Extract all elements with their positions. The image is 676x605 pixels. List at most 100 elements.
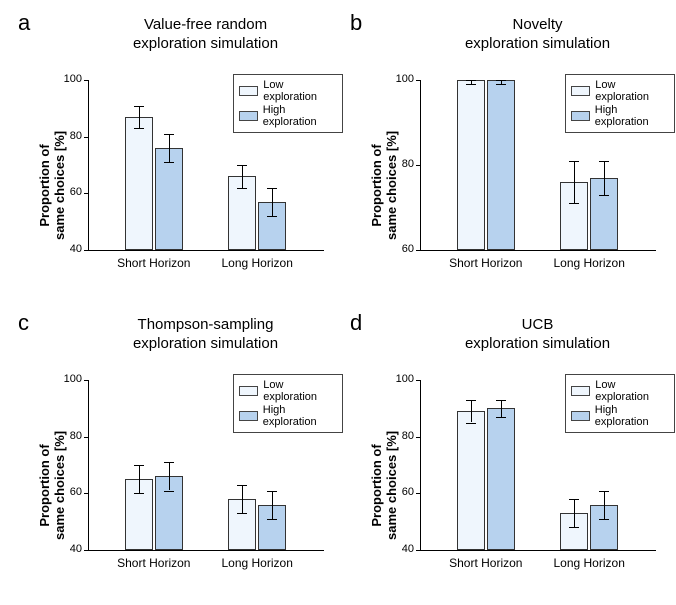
panel-title: Noveltyexploration simulation <box>420 16 655 54</box>
legend-label: Low exploration <box>263 379 337 403</box>
error-cap <box>466 400 476 401</box>
error-cap <box>466 80 476 81</box>
error-bar <box>242 485 243 513</box>
panel-letter: a <box>18 10 30 36</box>
y-tick-label: 100 <box>390 373 414 385</box>
x-category-label: Long Horizon <box>212 256 302 270</box>
error-cap <box>134 128 144 129</box>
legend-swatch <box>239 86 258 96</box>
error-cap <box>237 188 247 189</box>
figure-root: a Value-free randomexploration simulation… <box>0 0 676 605</box>
panel-title: Value-free randomexploration simulation <box>88 16 323 54</box>
y-tick-mark <box>416 80 420 81</box>
error-cap <box>599 491 609 492</box>
error-cap <box>599 195 609 196</box>
error-bar <box>139 465 140 493</box>
error-cap <box>237 165 247 166</box>
panel-d: dUCBexploration simulation406080100Propo… <box>350 310 675 590</box>
legend-swatch <box>571 386 590 396</box>
error-cap <box>496 417 506 418</box>
y-tick-mark <box>84 80 88 81</box>
panel-title: Thompson-samplingexploration simulation <box>88 316 323 354</box>
error-cap <box>164 162 174 163</box>
legend-label: High exploration <box>263 104 337 128</box>
error-cap <box>267 188 277 189</box>
y-tick-mark <box>416 165 420 166</box>
error-bar <box>574 161 575 204</box>
error-cap <box>466 423 476 424</box>
legend-row-low: Low exploration <box>571 379 669 403</box>
bar-low <box>457 411 485 550</box>
x-category-label: Long Horizon <box>544 256 634 270</box>
bar-high <box>487 80 515 250</box>
error-cap <box>496 80 506 81</box>
error-cap <box>496 400 506 401</box>
y-tick-mark <box>84 437 88 438</box>
y-tick-mark <box>84 493 88 494</box>
error-bar <box>604 161 605 195</box>
error-bar <box>604 491 605 519</box>
y-tick-mark <box>84 137 88 138</box>
error-cap <box>237 513 247 514</box>
y-tick-label: 100 <box>390 73 414 85</box>
panel-c: cThompson-samplingexploration simulation… <box>18 310 343 590</box>
panel-b: bNoveltyexploration simulation6080100Pro… <box>350 10 675 290</box>
error-cap <box>134 493 144 494</box>
error-cap <box>164 462 174 463</box>
error-cap <box>599 519 609 520</box>
error-cap <box>599 161 609 162</box>
error-cap <box>164 134 174 135</box>
error-bar <box>272 491 273 519</box>
legend-swatch <box>571 411 590 421</box>
error-cap <box>134 465 144 466</box>
y-tick-label: 40 <box>390 543 414 555</box>
legend-label: Low exploration <box>595 379 669 403</box>
legend-row-high: High exploration <box>239 104 337 128</box>
error-cap <box>569 527 579 528</box>
error-bar <box>471 400 472 423</box>
y-tick-label: 100 <box>58 73 82 85</box>
y-tick-mark <box>84 193 88 194</box>
legend-swatch <box>239 386 258 396</box>
error-cap <box>466 84 476 85</box>
y-tick-mark <box>416 493 420 494</box>
error-cap <box>267 491 277 492</box>
legend-row-low: Low exploration <box>239 379 337 403</box>
legend: Low explorationHigh exploration <box>233 74 343 133</box>
panel-letter: b <box>350 10 362 36</box>
legend-swatch <box>571 86 590 96</box>
legend: Low explorationHigh exploration <box>565 374 675 433</box>
legend-row-high: High exploration <box>571 104 669 128</box>
y-axis-label: Proportion ofsame choices [%] <box>38 431 68 540</box>
error-bar <box>169 462 170 490</box>
error-cap <box>267 216 277 217</box>
y-tick-label: 40 <box>58 543 82 555</box>
y-tick-mark <box>84 380 88 381</box>
legend-swatch <box>571 111 590 121</box>
x-category-label: Short Horizon <box>109 556 199 570</box>
error-cap <box>496 84 506 85</box>
error-bar <box>169 134 170 162</box>
y-axis-label: Proportion ofsame choices [%] <box>370 431 400 540</box>
y-tick-mark <box>84 550 88 551</box>
bar-high <box>155 148 183 250</box>
error-bar <box>272 188 273 216</box>
legend: Low explorationHigh exploration <box>565 74 675 133</box>
y-axis-label: Proportion ofsame choices [%] <box>370 131 400 240</box>
legend-row-high: High exploration <box>239 404 337 428</box>
y-tick-mark <box>416 550 420 551</box>
x-category-label: Short Horizon <box>109 256 199 270</box>
legend-label: High exploration <box>595 104 669 128</box>
error-bar <box>242 165 243 188</box>
bar-low <box>125 117 153 250</box>
legend-row-low: Low exploration <box>571 79 669 103</box>
error-bar <box>574 499 575 527</box>
y-tick-mark <box>416 250 420 251</box>
legend-row-low: Low exploration <box>239 79 337 103</box>
legend: Low explorationHigh exploration <box>233 374 343 433</box>
legend-label: High exploration <box>263 404 337 428</box>
panel-a: a Value-free randomexploration simulation… <box>18 10 343 290</box>
legend-swatch <box>239 411 258 421</box>
error-cap <box>237 485 247 486</box>
error-bar <box>501 400 502 417</box>
